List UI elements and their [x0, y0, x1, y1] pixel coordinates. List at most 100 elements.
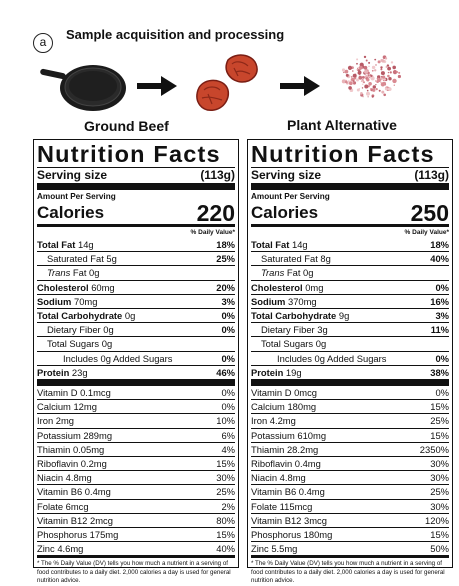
- nutrient-dv: 80%: [216, 514, 235, 526]
- nutrient-name: Includes 0g Added Sugars: [37, 352, 172, 365]
- nutrient-dv: 2350%: [419, 443, 449, 455]
- micronutrient-row: Zinc 5.5mg 50%: [251, 541, 449, 555]
- powder-particle: [384, 57, 388, 60]
- nutrient-row: Dietary Fiber 0g 0%: [37, 322, 235, 336]
- nutrient-dv: 25%: [430, 415, 449, 427]
- protein-row: Protein 23g 46%: [37, 364, 235, 379]
- powder-particle: [371, 65, 376, 70]
- powder-particle: [368, 82, 372, 86]
- powder-particle: [377, 75, 381, 79]
- nutrient-name: Protein 23g: [37, 366, 88, 379]
- nutrient-dv: 50%: [430, 543, 449, 555]
- nutrient-amount: 8g: [320, 253, 331, 265]
- powder-particle: [352, 70, 354, 72]
- amount-per-serving: Amount Per Serving: [251, 192, 330, 201]
- serving-size-row: Serving size (113g): [251, 168, 449, 183]
- nutrient-label: Total Carbohydrate: [251, 310, 337, 322]
- powder-particle: [364, 84, 369, 89]
- nutrient-label: Cholesterol: [37, 281, 89, 293]
- powder-particle: [375, 64, 377, 66]
- nutrient-row: Saturated Fat 5g 25%: [37, 251, 235, 265]
- nutrition-facts-ground-beef: Nutrition Facts Serving size (113g) Amou…: [33, 139, 239, 584]
- nutrient-dv: 0%: [435, 281, 449, 293]
- powder-particle: [374, 69, 377, 72]
- nutrient-name: Total Carbohydrate 0g: [37, 309, 135, 322]
- arrow-right-icon: [137, 76, 177, 96]
- nutrient-dv: 0%: [221, 352, 235, 364]
- powder-particle: [374, 58, 377, 61]
- calories-value: 220: [196, 200, 235, 226]
- nutrient-label: Dietary Fiber: [261, 324, 315, 336]
- powder-particle: [363, 81, 365, 84]
- nutrient-label: Protein: [251, 366, 284, 378]
- nutrient-label: Vitamin B6 0.4mg: [37, 486, 111, 498]
- nutrient-label: Sodium: [37, 295, 72, 307]
- nutrient-dv: 11%: [430, 324, 449, 336]
- nutrient-label: Trans: [47, 267, 71, 279]
- micronutrient-row: Vitamin B6 0.4mg 25%: [37, 484, 235, 498]
- protein-row: Protein 19g 38%: [251, 364, 449, 379]
- powder-particle: [381, 59, 385, 63]
- micronutrient-row: Riboflavin 0.4mg 30%: [251, 456, 449, 470]
- powder-particle: [345, 80, 348, 84]
- footnote: * The % Daily Value (DV) tells you how m…: [251, 555, 449, 585]
- nutrient-dv: 30%: [216, 472, 235, 484]
- calories-row: Calories 250: [251, 202, 449, 225]
- nutrient-label: Folate 6mcg: [37, 500, 89, 512]
- nutrient-amount: 0g: [315, 338, 327, 350]
- powder-particle: [370, 88, 372, 90]
- nutrient-label: Iron 2mg: [37, 415, 74, 427]
- nutrient-label: Total Sugars: [261, 338, 314, 350]
- powder-particle: [366, 91, 370, 96]
- powder-icon: [341, 55, 401, 98]
- nutrient-dv: 15%: [430, 529, 449, 541]
- nutrient-name: Dietary Fiber 0g: [37, 323, 114, 336]
- nutrient-dv: 38%: [430, 366, 449, 378]
- powder-particle: [382, 75, 386, 79]
- powder-particle: [372, 85, 376, 89]
- nutrient-dv: 18%: [430, 239, 449, 250]
- micronutrient-row: Vitamin B6 0.4mg 25%: [251, 484, 449, 498]
- nutrient-row: Saturated Fat 8g 40%: [251, 251, 449, 265]
- powder-particle: [351, 76, 353, 78]
- nutrient-name: Total Fat 14g: [37, 238, 94, 251]
- powder-particle: [348, 86, 352, 90]
- nutrient-dv: 0%: [435, 387, 449, 399]
- nutrient-dv: 20%: [216, 281, 235, 293]
- nutrient-name: Dietary Fiber 3g: [251, 323, 328, 336]
- nutrient-name: Total Sugars 0g: [37, 337, 112, 350]
- nutrient-amount: Fat 0g: [286, 267, 314, 279]
- nutrient-row: Total Carbohydrate 9g 3%: [251, 308, 449, 322]
- calories-label: Calories: [251, 203, 319, 222]
- powder-particle: [366, 78, 370, 82]
- nutrient-label: Total Fat: [251, 239, 290, 250]
- nutrient-dv: 120%: [425, 514, 449, 526]
- nutrient-label: Potassium 610mg: [251, 429, 327, 441]
- nutrient-amount: 0g: [101, 338, 113, 350]
- powder-particle: [363, 65, 368, 70]
- powder-particle: [363, 69, 369, 74]
- nutrient-name: Cholesterol 60mg: [37, 281, 115, 294]
- powder-particle: [397, 74, 401, 79]
- nutrient-label: Riboflavin 0.2mg: [37, 458, 107, 470]
- powder-particle: [343, 71, 345, 74]
- powder-particle: [380, 75, 383, 78]
- micronutrient-row: Iron 4.2mg 25%: [251, 413, 449, 427]
- dv-header: % Daily Value*: [251, 224, 449, 238]
- label-ground-beef: Ground Beef: [84, 118, 169, 134]
- nutrient-amount: Fat 0g: [72, 267, 100, 279]
- nutrient-dv: 0%: [435, 352, 449, 364]
- nutrient-label: Folate 115mcg: [251, 500, 313, 512]
- nutrient-label: Potassium 289mg: [37, 429, 113, 441]
- nutrient-dv: 15%: [430, 401, 449, 413]
- powder-particle: [377, 60, 381, 64]
- meat-patties-icon: [196, 54, 258, 111]
- nutrient-dv: 15%: [216, 458, 235, 470]
- nutrient-label: Thiamin 28.2mg: [251, 443, 319, 455]
- nutrient-amount: 0g: [124, 310, 136, 322]
- powder-particle: [356, 69, 358, 71]
- powder-particle: [353, 77, 357, 80]
- nutrient-dv: 0%: [221, 310, 235, 322]
- nutrient-amount: 9g: [338, 310, 350, 322]
- powder-particle: [349, 81, 353, 86]
